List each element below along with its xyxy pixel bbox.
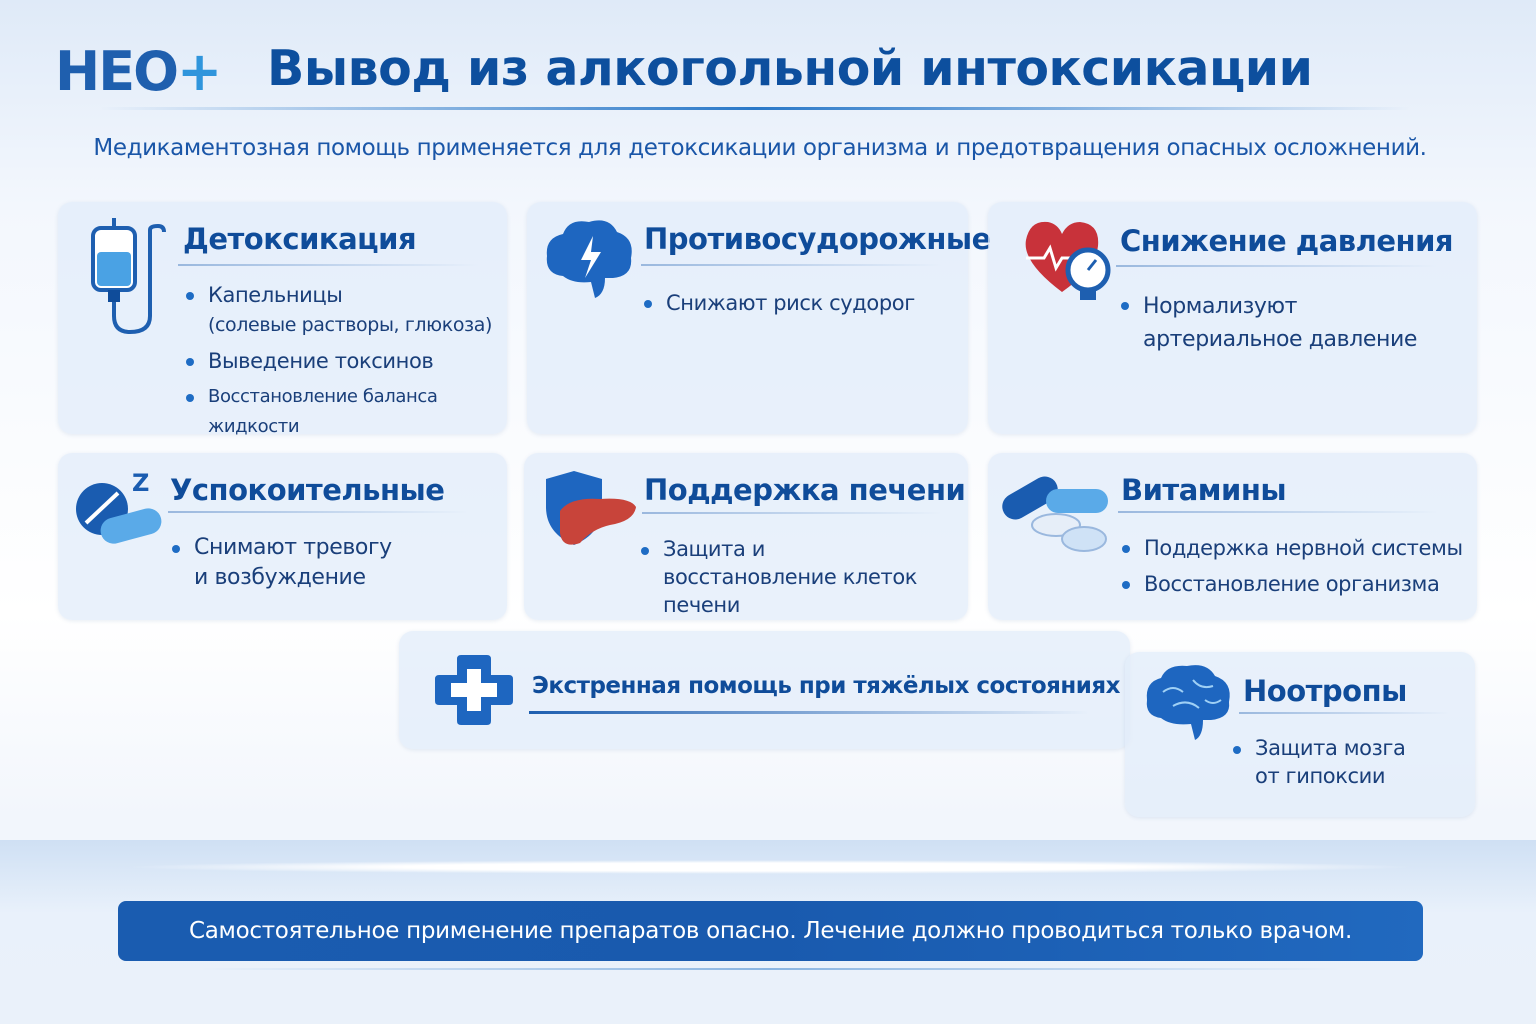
card-title: Поддержка печени bbox=[644, 473, 966, 507]
bullet-list: Защита мозга от гипоксии bbox=[1233, 734, 1413, 796]
divider bbox=[100, 107, 1410, 110]
logo: НЕО+ bbox=[55, 40, 222, 103]
card-title: Успокоительные bbox=[170, 473, 445, 507]
bullet-list: Капельницы (солевые растворы, глюкоза) Вы… bbox=[186, 280, 507, 448]
list-item: Поддержка нервной системы bbox=[1122, 533, 1463, 563]
divider bbox=[1116, 265, 1436, 267]
card-title: Экстренная помощь при тяжёлых состояниях bbox=[532, 673, 1121, 699]
card-emergency: Экстренная помощь при тяжёлых состояниях bbox=[399, 631, 1130, 749]
decorative-highlight bbox=[120, 860, 1420, 874]
card-vitamins: Витамины Поддержка нервной системы Восст… bbox=[988, 453, 1477, 620]
liver-shield-icon bbox=[546, 471, 636, 545]
divider bbox=[1239, 712, 1449, 714]
capsules-icon bbox=[1002, 476, 1108, 552]
list-item: Восстановление баланса жидкости bbox=[186, 382, 507, 442]
card-title: Витамины bbox=[1121, 473, 1287, 507]
brain-lightning-icon bbox=[546, 220, 632, 298]
iv-drip-icon bbox=[91, 218, 166, 335]
card-sedatives: Z Успокоительные Снимают тревогу и возбу… bbox=[58, 453, 507, 620]
divider bbox=[529, 711, 1089, 714]
card-title: Ноотропы bbox=[1243, 674, 1407, 708]
divider bbox=[642, 512, 942, 514]
list-item: Снижают риск судорог bbox=[644, 288, 915, 318]
bullet-list: Снимают тревогу и возбуждение bbox=[172, 533, 392, 599]
card-nootropics: Ноотропы Защита мозга от гипоксии bbox=[1125, 652, 1475, 817]
divider bbox=[168, 511, 468, 513]
list-item: Капельницы (солевые растворы, глюкоза) bbox=[186, 280, 507, 340]
list-item: Нормализуют артериальное давление bbox=[1121, 290, 1421, 356]
item-subtext: (солевые растворы, глюкоза) bbox=[208, 314, 493, 336]
card-title: Детоксикация bbox=[183, 222, 417, 256]
item-text: Капельницы bbox=[208, 283, 343, 307]
bullet-list: Нормализуют артериальное давление bbox=[1121, 290, 1421, 362]
heart-gauge-icon bbox=[1025, 221, 1111, 300]
list-item: Восстановление организма bbox=[1122, 569, 1463, 599]
medical-cross-icon bbox=[435, 655, 513, 725]
card-blood-pressure: Снижение давления Нормализуют артериальн… bbox=[988, 202, 1477, 434]
sleep-pills-icon: Z bbox=[76, 469, 162, 544]
bullet-list: Поддержка нервной системы Восстановление… bbox=[1122, 533, 1463, 605]
bullet-list: Защита и восстановление клеток печени bbox=[641, 535, 941, 625]
divider bbox=[178, 264, 478, 266]
card-title: Противосудорожные bbox=[644, 222, 991, 256]
card-liver-support: Поддержка печени Защита и восстановление… bbox=[524, 453, 968, 620]
list-item: Снимают тревогу и возбуждение bbox=[172, 533, 392, 593]
page-title: Вывод из алкогольной интоксикации bbox=[267, 40, 1313, 97]
divider bbox=[1118, 511, 1438, 513]
subtitle: Медикаментозная помощь применяется для д… bbox=[93, 135, 1427, 161]
list-item: Защита и восстановление клеток печени bbox=[641, 535, 941, 619]
list-item: Выведение токсинов bbox=[186, 346, 507, 376]
divider bbox=[200, 968, 1340, 970]
card-detox: Детоксикация Капельницы (солевые растворы… bbox=[58, 202, 507, 437]
card-anticonvulsants: Противосудорожные Снижают риск судорог bbox=[527, 202, 991, 434]
brain-icon bbox=[1146, 665, 1230, 740]
svg-text:Z: Z bbox=[132, 469, 149, 497]
card-title: Снижение давления bbox=[1120, 224, 1454, 258]
list-item: Защита мозга от гипоксии bbox=[1233, 734, 1413, 790]
divider bbox=[641, 264, 941, 266]
warning-banner: Самостоятельное применение препаратов оп… bbox=[118, 901, 1423, 961]
bullet-list: Снижают риск судорог bbox=[644, 288, 915, 324]
